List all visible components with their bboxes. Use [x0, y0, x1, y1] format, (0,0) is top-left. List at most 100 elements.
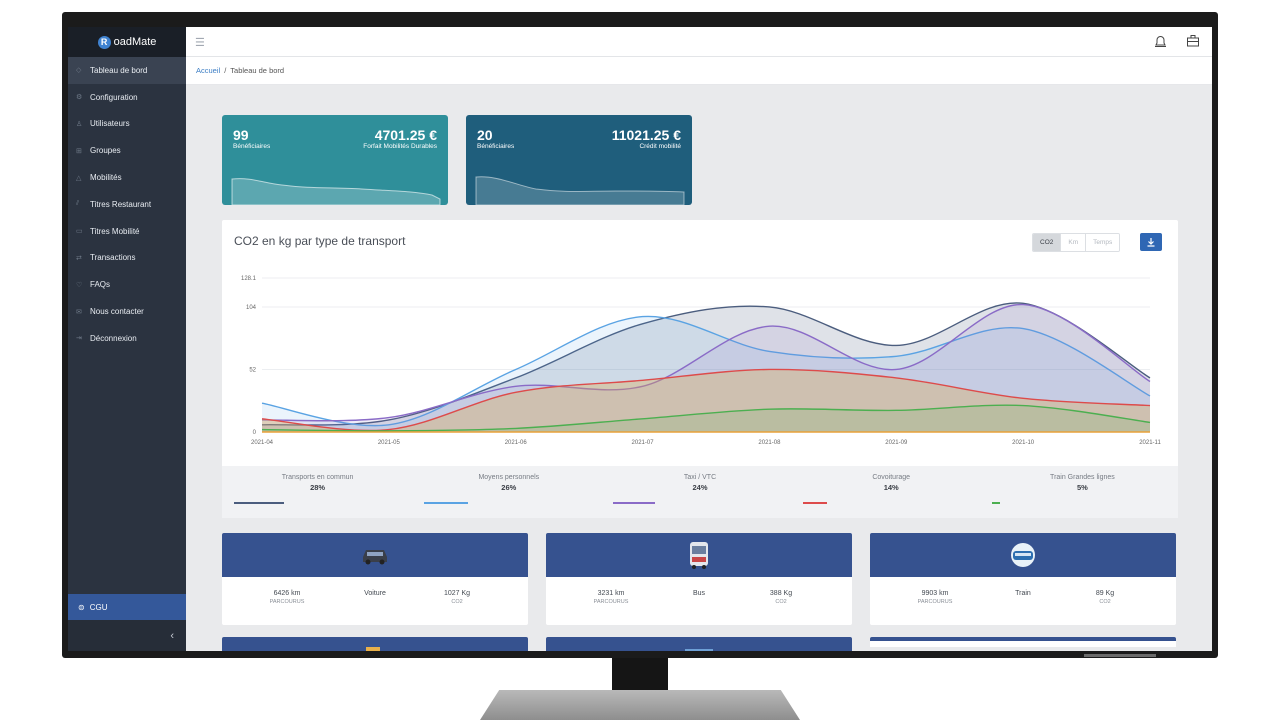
series-line[interactable] — [261, 404, 1151, 432]
sidebar-item-meal-vouchers[interactable]: ⫽ Titres Restaurant — [68, 191, 186, 218]
download-button[interactable] — [1140, 233, 1162, 251]
amount-value: 4701.25 € — [374, 127, 437, 143]
legend-swatch — [424, 502, 469, 504]
breadcrumb-separator: / — [224, 66, 227, 75]
sidebar-item-configuration[interactable]: ⚙ Configuration — [68, 84, 186, 111]
sidebar-item-label: Mobilités — [90, 173, 122, 183]
shield-icon: ⊜ — [78, 602, 85, 612]
amount-label: Forfait Mobilités Durables — [363, 143, 437, 150]
series-area — [262, 405, 1150, 432]
co2-value: 1027 Kg — [443, 590, 471, 597]
transport-card-peek — [546, 637, 852, 651]
y-tick-label: 0 — [253, 430, 257, 436]
legend-item[interactable]: Taxi / VTC 24% — [604, 466, 795, 518]
chart-legend: Transports en commun 28% Moyens personnel… — [222, 466, 1178, 518]
distance-value: 6426 km — [273, 590, 301, 597]
distance-label: PARCOURUS — [917, 599, 953, 605]
sidebar-item-groups[interactable]: ⊞ Groupes — [68, 137, 186, 164]
beneficiaries-label: Bénéficiaires — [477, 143, 515, 150]
mode-label: Train — [1015, 590, 1031, 597]
question-icon: ♡ — [76, 281, 83, 289]
series-line[interactable] — [261, 315, 1151, 427]
monitor-stand-neck — [612, 658, 668, 692]
sidebar-item-transactions[interactable]: ⇄ Transactions — [68, 245, 186, 272]
legend-swatch — [991, 502, 1000, 504]
app-screen: R oadMate ◇ Tableau de bord ⚙ Configuratio… — [68, 27, 1212, 651]
car-icon — [363, 550, 387, 565]
sidebar-item-label: Configuration — [90, 92, 138, 102]
series-line[interactable] — [261, 303, 1151, 422]
transport-card-car[interactable]: 6426 km PARCOURUS Voiture 1027 Kg CO2 — [222, 533, 528, 625]
series-area — [262, 304, 1150, 432]
sidebar-item-contact[interactable]: ✉ Nous contacter — [68, 298, 186, 325]
sidebar-item-label: Tableau de bord — [90, 65, 148, 75]
x-tick-label: 2021-06 — [505, 440, 528, 446]
transport-card-bus[interactable]: 3231 km PARCOURUS Bus 388 Kg CO2 — [546, 533, 852, 625]
sidebar-item-mobilities[interactable]: △ Mobilités — [68, 164, 186, 191]
transport-card-peek — [222, 637, 528, 651]
x-tick-label: 2021-08 — [758, 440, 781, 446]
download-icon — [1147, 238, 1155, 247]
sidebar-item-label: Déconnexion — [90, 333, 137, 343]
transport-card-train[interactable]: 9903 km PARCOURUS Train 89 Kg CO2 — [870, 533, 1176, 625]
sidebar-item-dashboard[interactable]: ◇ Tableau de bord — [68, 57, 186, 84]
legend-item[interactable]: Train Grandes lignes 5% — [987, 466, 1178, 518]
toggle-co2[interactable]: CO2 — [1033, 234, 1061, 251]
power-indicator — [1084, 654, 1156, 657]
legend-item[interactable]: Transports en commun 28% — [222, 466, 413, 518]
legend-label: Taxi / VTC — [683, 474, 717, 481]
x-tick-label: 2021-04 — [251, 440, 274, 446]
legend-swatch — [613, 502, 656, 504]
co2-value: 89 Kg — [1095, 590, 1115, 597]
top-bar: ☰ — [186, 27, 1212, 57]
sidebar-item-mobility-vouchers[interactable]: ▭ Titres Mobilité — [68, 218, 186, 245]
beneficiaries-count: 20 — [477, 127, 493, 143]
bell-icon[interactable] — [1154, 35, 1167, 48]
toggle-time[interactable]: Temps — [1085, 234, 1120, 251]
monitor-stand-base — [480, 690, 800, 720]
sidebar-item-label: FAQs — [90, 280, 111, 290]
app-logo[interactable]: R oadMate — [68, 27, 186, 57]
beneficiaries-label: Bénéficiaires — [233, 143, 271, 150]
tram-icon — [685, 649, 713, 651]
cgu-link[interactable]: ⊜ CGU — [68, 594, 186, 620]
menu-icon[interactable]: ☰ — [195, 37, 205, 49]
series-area — [262, 302, 1150, 432]
y-tick-label: 104 — [246, 305, 257, 311]
series-line[interactable] — [261, 368, 1151, 432]
mode-label: Voiture — [364, 590, 386, 597]
co2-chart-panel: CO2 en kg par type de transport CO2 Km T… — [222, 220, 1178, 518]
series-line[interactable] — [261, 302, 1151, 426]
chart-title: CO2 en kg par type de transport — [234, 234, 406, 248]
area-chart: 0 52 104 128.1 2021-04 2021-05 2021-06 2021-07… — [241, 276, 1161, 446]
logout-icon: ⇥ — [76, 335, 82, 343]
legend-label: Covoiturage — [872, 474, 911, 481]
stat-card-credit: 20 Bénéficiaires 11021.25 € Crédit mobilit… — [466, 115, 692, 205]
breadcrumb-current: Tableau de bord — [230, 66, 285, 75]
legend-item[interactable]: Covoiturage 14% — [796, 466, 987, 518]
y-tick-label: 52 — [249, 367, 256, 373]
sidebar-item-users[interactable]: ♙ Utilisateurs — [68, 111, 186, 138]
legend-percent: 28% — [310, 483, 326, 492]
distance-value: 3231 km — [597, 590, 625, 597]
fork-icon: ⫽ — [76, 200, 80, 208]
legend-item[interactable]: Moyens personnels 26% — [413, 466, 604, 518]
sidebar-item-logout[interactable]: ⇥ Déconnexion — [68, 325, 186, 352]
sidebar-collapse-button[interactable]: ‹ — [68, 620, 186, 651]
co2-label: CO2 — [451, 599, 463, 605]
sidebar: R oadMate ◇ Tableau de bord ⚙ Configuratio… — [68, 27, 186, 651]
amount-label: Crédit mobilité — [639, 143, 681, 150]
legend-label: Transports en commun — [281, 474, 354, 481]
sidebar-item-faqs[interactable]: ♡ FAQs — [68, 271, 186, 298]
breadcrumb-home-link[interactable]: Accueil — [196, 66, 221, 75]
user-icon: ♙ — [76, 120, 83, 128]
dashboard-icon: ◇ — [76, 67, 82, 75]
toggle-km[interactable]: Km — [1060, 234, 1086, 251]
briefcase-icon[interactable] — [1186, 34, 1200, 48]
metric-toggle-group: CO2 Km Temps — [1032, 233, 1121, 252]
bus-icon — [690, 542, 708, 569]
sidebar-item-label: Nous contacter — [90, 307, 144, 317]
mobility-icon: △ — [76, 174, 82, 182]
train-icon — [1011, 543, 1035, 567]
x-tick-label: 2021-11 — [1139, 440, 1161, 446]
